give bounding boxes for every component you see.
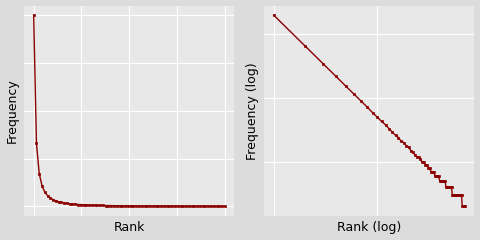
X-axis label: Rank (log): Rank (log): [337, 222, 401, 234]
Y-axis label: Frequency (log): Frequency (log): [246, 62, 259, 160]
X-axis label: Rank: Rank: [114, 222, 145, 234]
Y-axis label: Frequency: Frequency: [6, 78, 19, 143]
